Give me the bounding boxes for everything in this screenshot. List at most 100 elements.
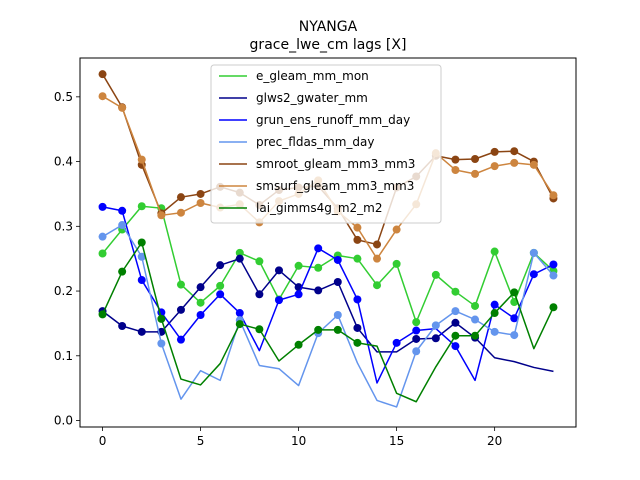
y-tick-label: 0.5: [54, 90, 73, 104]
data-point: [353, 223, 362, 232]
series-line-e_gleam_mm_mon: [101, 205, 554, 323]
data-point: [137, 238, 146, 247]
data-point: [176, 208, 185, 217]
legend-label: glws2_gwater_mm: [256, 91, 368, 105]
data-point: [294, 290, 303, 299]
data-point: [392, 338, 401, 347]
data-point: [294, 340, 303, 349]
y-tick-label: 0.2: [54, 284, 73, 298]
y-tick-label: 0.3: [54, 219, 73, 233]
data-point: [196, 189, 205, 198]
data-point: [353, 254, 362, 263]
data-point: [431, 270, 440, 279]
plot-frame: [79, 57, 577, 428]
series-glws2_gwater_mm: [98, 254, 554, 373]
x-tick-label: 5: [197, 434, 205, 448]
data-point: [98, 92, 107, 101]
data-point: [235, 248, 244, 257]
data-point: [490, 247, 499, 256]
data-point: [137, 252, 146, 261]
data-point: [412, 326, 421, 335]
data-point: [255, 325, 264, 334]
legend-label: e_gleam_mm_mon: [256, 69, 369, 83]
legend-box: [210, 64, 442, 224]
data-point: [471, 301, 480, 310]
data-point: [392, 259, 401, 268]
legend-label: lai_gimms4g_m2_m2: [256, 201, 383, 215]
data-point: [235, 254, 244, 263]
data-point: [235, 309, 244, 318]
data-point: [118, 103, 127, 112]
data-point: [196, 311, 205, 320]
data-point: [196, 283, 205, 292]
data-point: [451, 342, 460, 351]
data-point: [451, 165, 460, 174]
data-point: [510, 158, 519, 167]
data-point: [157, 211, 166, 220]
data-point: [451, 331, 460, 340]
x-tick-label: 0: [99, 434, 107, 448]
series-grun_ens_runoff_mm_day: [98, 202, 558, 384]
data-point: [549, 303, 558, 312]
data-point: [255, 290, 264, 299]
data-point: [333, 277, 342, 286]
data-point: [216, 290, 225, 299]
data-point: [274, 296, 283, 305]
data-point: [137, 276, 146, 285]
data-point: [98, 310, 107, 319]
data-point: [373, 254, 382, 263]
data-point: [118, 206, 127, 215]
data-point: [412, 318, 421, 327]
data-point: [412, 347, 421, 356]
data-point: [490, 147, 499, 156]
x-tick-label: 15: [389, 434, 404, 448]
data-point: [529, 270, 538, 279]
series-line-grun_ens_runoff_mm_day: [102, 206, 554, 384]
data-point: [196, 298, 205, 307]
data-point: [196, 199, 205, 208]
data-point: [471, 331, 480, 340]
data-point: [118, 322, 127, 331]
legend-label: smsurf_gleam_mm3_mm3: [256, 179, 414, 193]
data-point: [176, 305, 185, 314]
data-point: [353, 295, 362, 304]
data-point: [294, 261, 303, 270]
data-point: [392, 225, 401, 234]
data-point: [490, 162, 499, 171]
data-point: [157, 339, 166, 348]
data-point: [314, 263, 323, 272]
data-point: [549, 271, 558, 280]
data-point: [255, 257, 264, 266]
data-point: [510, 147, 519, 156]
data-point: [98, 232, 107, 241]
data-point: [216, 281, 225, 290]
data-point: [451, 155, 460, 164]
chart-subtitle: grace_lwe_cm lags [X]: [250, 37, 407, 53]
chart-title: NYANGA: [299, 19, 358, 35]
legend-label: prec_fldas_mm_day: [256, 135, 375, 149]
data-point: [353, 235, 362, 244]
series-lai_gimms4g_m2_m2: [98, 238, 558, 403]
data-point: [549, 191, 558, 200]
data-point: [471, 315, 480, 324]
data-point: [314, 244, 323, 253]
data-point: [98, 202, 107, 211]
data-point: [471, 169, 480, 178]
data-point: [353, 338, 362, 347]
data-point: [176, 335, 185, 344]
data-point: [510, 288, 519, 297]
data-point: [274, 266, 283, 275]
x-tick-label: 10: [291, 434, 306, 448]
y-axis: 0.0 0.1 0.2 0.3 0.4 0.5: [54, 90, 80, 428]
data-point: [431, 334, 440, 343]
data-point: [529, 160, 538, 169]
data-point: [490, 309, 499, 318]
data-point: [216, 261, 225, 270]
series-e_gleam_mm_mon: [98, 202, 558, 327]
data-point: [510, 314, 519, 323]
data-point: [412, 334, 421, 343]
data-point: [98, 249, 107, 258]
data-point: [353, 323, 362, 332]
data-point: [333, 311, 342, 320]
